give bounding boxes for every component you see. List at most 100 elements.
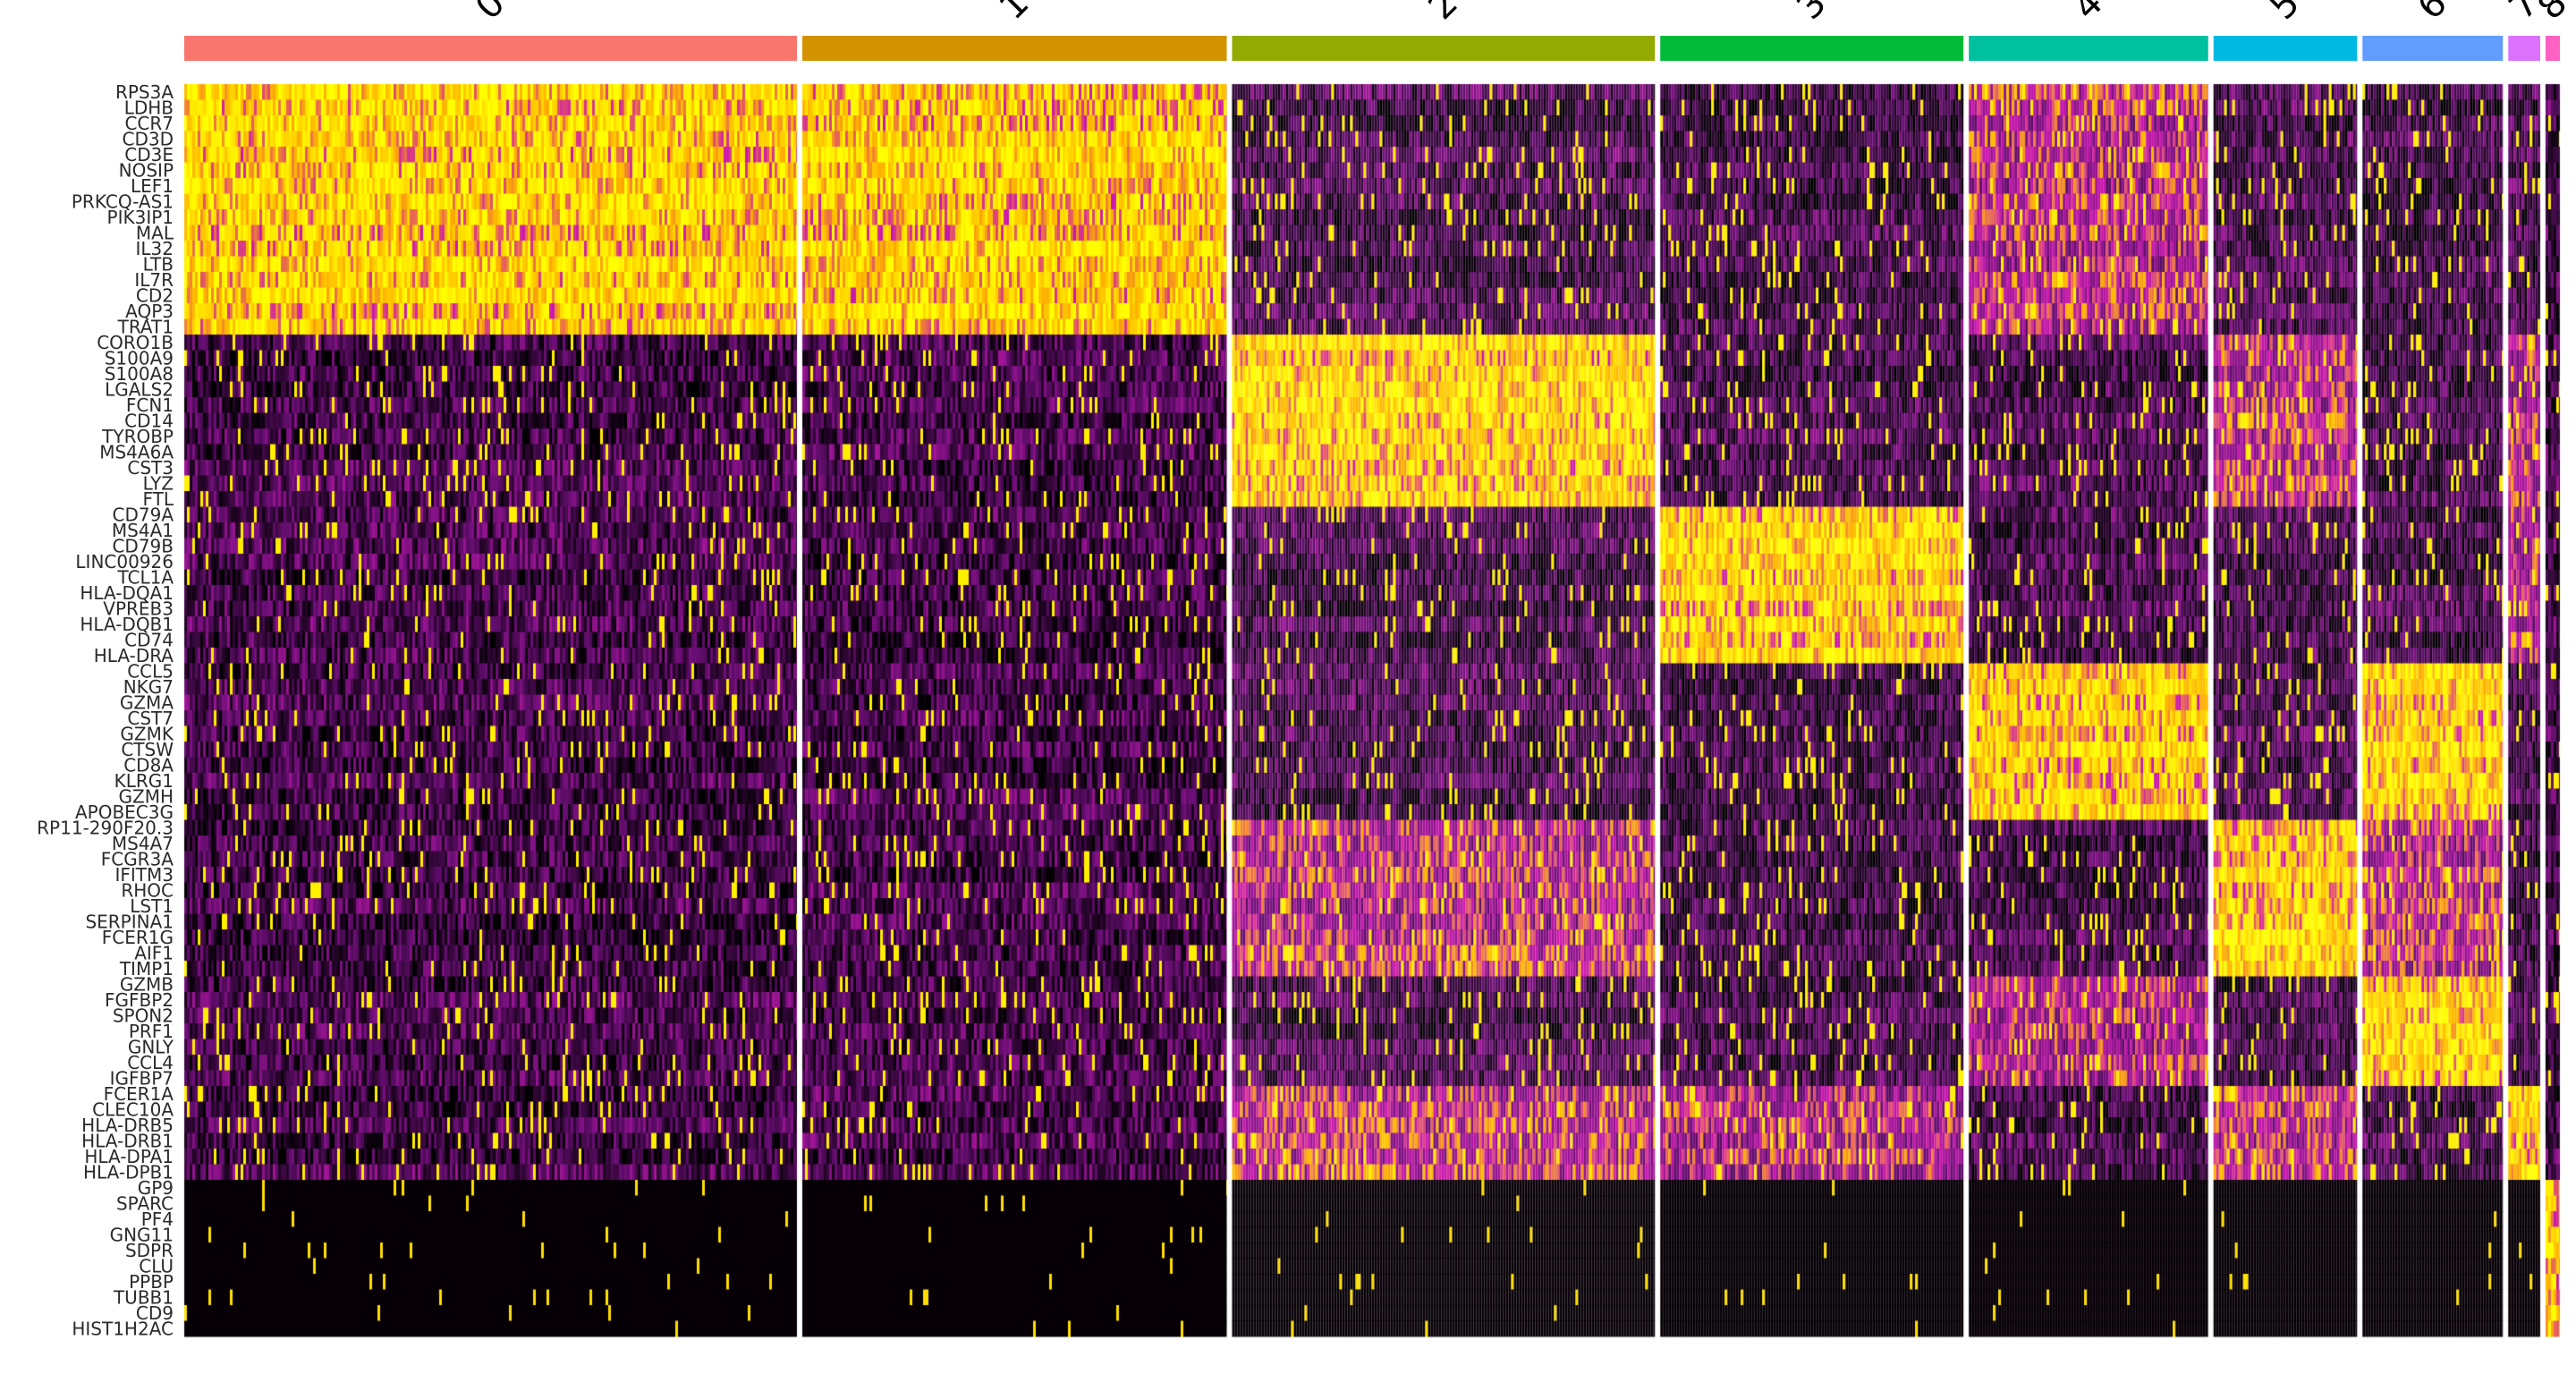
cluster-bar-2: [1232, 36, 1656, 61]
gene-label: GZMA: [120, 691, 174, 713]
gene-label: LINC00926: [75, 551, 174, 572]
gene-label: NKG7: [123, 676, 174, 698]
gene-label: GNG11: [110, 1224, 174, 1245]
cluster-bar-7: [2508, 36, 2540, 61]
gene-label: IL7R: [134, 269, 174, 291]
gene-label: PF4: [141, 1209, 174, 1230]
gene-label: LDHB: [124, 97, 174, 118]
gene-label: MS4A7: [112, 833, 174, 854]
gene-label: TRAT1: [117, 316, 174, 337]
gene-label: CCL5: [127, 660, 174, 682]
cluster-bar-4: [1969, 36, 2208, 61]
gene-label: CST7: [127, 708, 174, 729]
cluster-bar-3: [1660, 36, 1964, 61]
cluster-label-0: 0: [468, 0, 513, 28]
gene-label: CD3E: [124, 144, 174, 165]
gene-label: CD74: [124, 629, 174, 650]
gene-label: CD79A: [113, 504, 174, 525]
gene-label: CORO1B: [97, 332, 174, 353]
gene-label: TIMP1: [119, 958, 174, 980]
cluster-bar-1: [802, 36, 1227, 61]
cluster-label-6: 6: [2410, 0, 2455, 28]
gene-label: S100A8: [105, 363, 174, 385]
gene-label: HLA-DRB5: [81, 1115, 174, 1136]
gene-label: HLA-DPB1: [83, 1161, 174, 1183]
gene-label: AIF1: [134, 942, 174, 963]
gene-label: SDPR: [125, 1240, 174, 1261]
cluster-label-5: 5: [2263, 0, 2309, 28]
gene-label: HLA-DRB1: [81, 1130, 174, 1151]
gene-label: RHOC: [121, 879, 174, 901]
cluster-label-4: 4: [2065, 0, 2111, 28]
gene-label: CST3: [127, 457, 174, 479]
gene-label: CCR7: [124, 113, 174, 134]
gene-label: FCGR3A: [101, 848, 174, 869]
gene-label: AQP3: [125, 301, 174, 322]
cluster-bar-0: [184, 36, 798, 61]
gene-label: FCER1G: [102, 927, 174, 948]
gene-label: SPARC: [116, 1192, 174, 1214]
gene-label: IL32: [136, 238, 174, 259]
gene-label: CD3D: [123, 128, 174, 149]
gene-label: VPREB3: [103, 598, 174, 619]
cluster-label-2: 2: [1420, 0, 1466, 28]
gene-label: GZMB: [120, 973, 174, 995]
gene-label: HLA-DRA: [94, 645, 174, 666]
gene-label: IGFBP7: [110, 1067, 174, 1089]
gene-label: TUBB1: [113, 1286, 174, 1308]
cluster-bar-8: [2545, 36, 2560, 61]
gene-label: PRKCQ-AS1: [72, 191, 174, 212]
gene-label: HLA-DQA1: [80, 582, 174, 604]
gene-label: MS4A6A: [99, 441, 174, 462]
gene-label: CCL4: [127, 1052, 174, 1073]
gene-label: LTB: [143, 253, 174, 275]
gene-label: HIST1H2AC: [72, 1318, 174, 1339]
gene-label: CD79B: [112, 535, 174, 556]
gene-label: TYROBP: [101, 426, 174, 447]
gene-label: GZMH: [119, 785, 174, 807]
gene-label: LEF1: [131, 175, 174, 197]
gene-label: GNLY: [128, 1036, 174, 1057]
gene-label: NOSIP: [119, 159, 174, 181]
gene-label: LYZ: [143, 472, 174, 494]
gene-label: HLA-DQB1: [80, 614, 174, 635]
gene-label: S100A9: [105, 347, 174, 369]
gene-label: FTL: [142, 488, 174, 510]
gene-label: CD2: [136, 284, 174, 306]
gene-label: IFITM3: [115, 864, 174, 886]
gene-label: LST1: [130, 895, 174, 917]
gene-label: SERPINA1: [85, 911, 174, 932]
gene-label: FCER1A: [104, 1083, 174, 1105]
gene-label: PRF1: [129, 1021, 174, 1042]
cluster-labels: 0 1 2 3 4 5 6 78: [468, 0, 2575, 28]
cluster-bar-5: [2213, 36, 2358, 61]
gene-label: GP9: [138, 1177, 174, 1199]
gene-label: CLEC10A: [92, 1098, 174, 1120]
gene-label: FCN1: [126, 394, 174, 416]
gene-label: APOBEC3G: [75, 802, 174, 823]
gene-label: RPS3A: [115, 81, 174, 103]
gene-label: CTSW: [121, 739, 174, 760]
gene-label: KLRG1: [114, 770, 174, 792]
gene-label: GZMK: [120, 723, 174, 744]
gene-label: SPON2: [113, 1005, 174, 1026]
gene-label: LGALS2: [105, 378, 174, 400]
gene-label: PPBP: [129, 1271, 174, 1293]
gene-label: FGFBP2: [105, 989, 174, 1011]
gene-label: MAL: [136, 222, 174, 243]
gene-label: PIK3IP1: [107, 207, 174, 228]
gene-label: CD14: [124, 410, 174, 431]
cluster-label-3: 3: [1789, 0, 1835, 28]
cluster-annotation-bar: [184, 36, 2560, 61]
gene-label: TCL1A: [116, 566, 174, 588]
gene-label: MS4A1: [112, 520, 174, 541]
cluster-bar-6: [2362, 36, 2504, 61]
gene-label: RP11-290F20.3: [37, 817, 174, 838]
gene-label: CD8A: [123, 754, 174, 776]
gene-labels: RPS3ALDHBCCR7CD3DCD3ENOSIPLEF1PRKCQ-AS1P…: [37, 81, 174, 1340]
gene-label: CLU: [139, 1255, 174, 1276]
cluster-label-1: 1: [992, 0, 1038, 28]
gene-label: HLA-DPA1: [84, 1146, 174, 1167]
